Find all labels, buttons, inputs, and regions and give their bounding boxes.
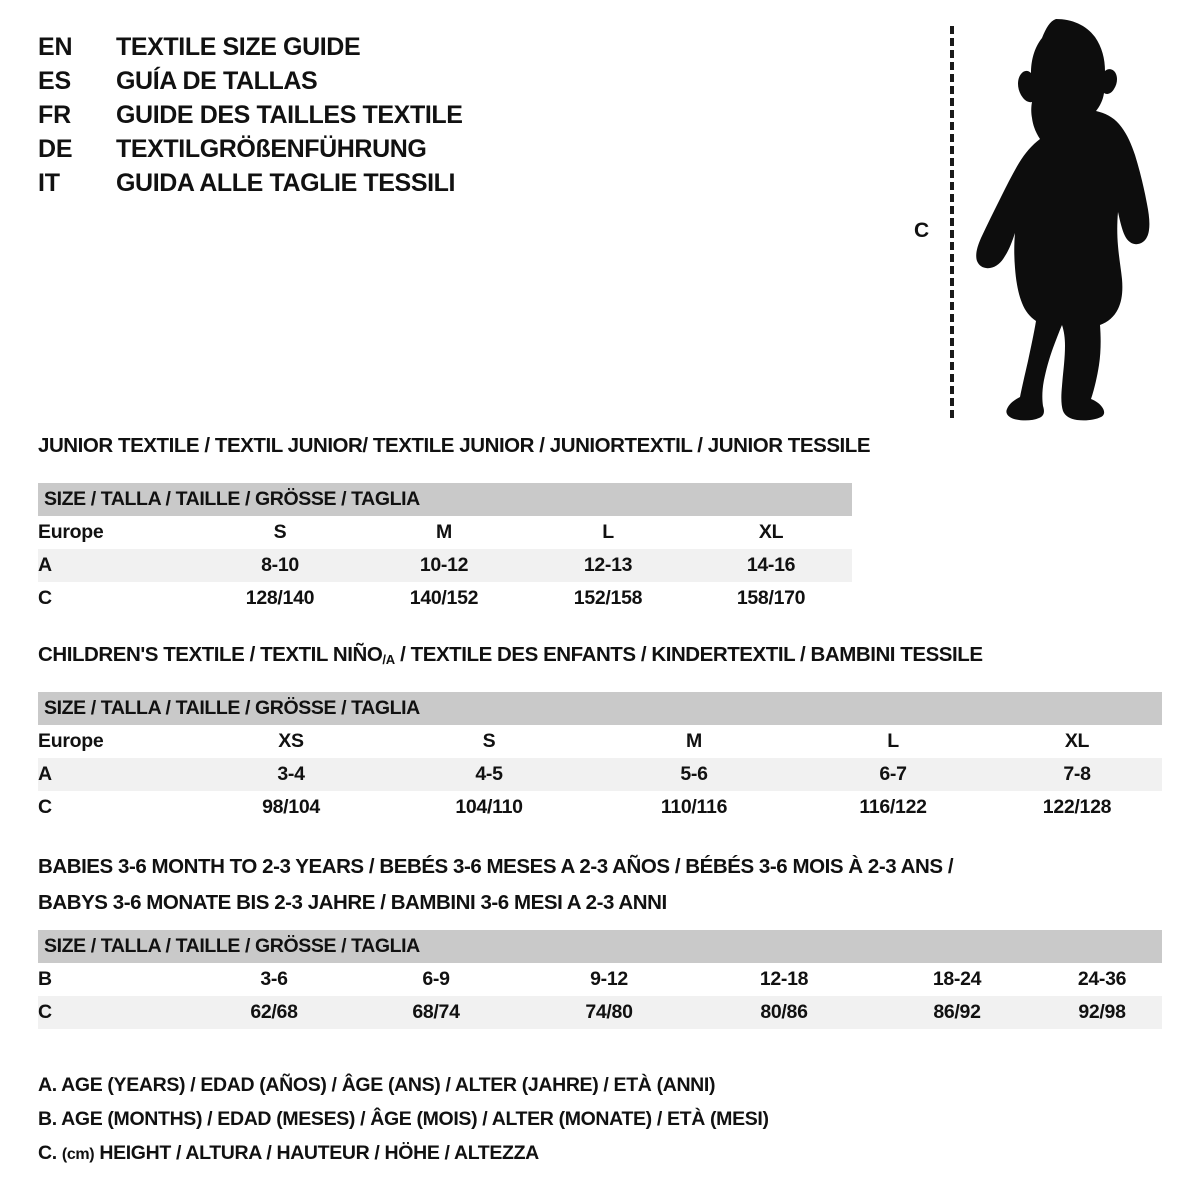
language-row-en: EN TEXTILE SIZE GUIDE	[38, 30, 558, 64]
table-row: B 3-6 6-9 9-12 12-18 18-24 24-36	[38, 963, 1163, 996]
table-band-row: SIZE / TALLA / TAILLE / GRÖSSE / TAGLIA	[38, 483, 853, 516]
legend-line-c-rest: HEIGHT / ALTURA / HAUTEUR / HÖHE / ALTEZ…	[94, 1142, 539, 1164]
table-row: A 3-4 4-5 5-6 6-7 7-8	[38, 758, 1162, 791]
language-title: TEXTILGRÖßENFÜHRUNG	[116, 135, 427, 163]
header-language-list: EN TEXTILE SIZE GUIDE ES GUÍA DE TALLAS …	[38, 30, 558, 200]
table-cell: S	[198, 516, 362, 549]
row-label: C	[38, 582, 198, 615]
language-code: EN	[38, 33, 73, 61]
table-cell: M	[362, 516, 526, 549]
legend-line-c: C. (cm) HEIGHT / ALTURA / HAUTEUR / HÖHE…	[38, 1136, 938, 1172]
row-label: Europe	[38, 725, 198, 758]
section-heading-babies-line1: BABIES 3-6 MONTH TO 2-3 YEARS / BEBÉS 3-…	[38, 855, 954, 878]
row-label: C	[38, 996, 198, 1029]
table-cell: 110/116	[594, 791, 794, 824]
language-code: DE	[38, 135, 73, 163]
table-cell: 80/86	[696, 996, 872, 1029]
row-label: A	[38, 758, 198, 791]
table-cell: 140/152	[362, 582, 526, 615]
table-cell: M	[594, 725, 794, 758]
table-cell: 68/74	[350, 996, 522, 1029]
table-cell: 152/158	[526, 582, 690, 615]
section-heading-children-sup: /A	[382, 651, 395, 667]
table-row: Europe S M L XL	[38, 516, 853, 549]
row-label: B	[38, 963, 198, 996]
table-cell: 116/122	[794, 791, 992, 824]
legend-line-a: A. AGE (YEARS) / EDAD (AÑOS) / ÂGE (ANS)…	[38, 1074, 716, 1096]
table-cell: 92/98	[1042, 996, 1163, 1029]
table-band-row: SIZE / TALLA / TAILLE / GRÖSSE / TAGLIA	[38, 930, 1163, 963]
table-cell: 3-4	[198, 758, 384, 791]
table-cell: 4-5	[384, 758, 594, 791]
table-babies-textile: SIZE / TALLA / TAILLE / GRÖSSE / TAGLIA …	[38, 930, 1163, 1029]
section-heading-babies-line2: BABYS 3-6 MONATE BIS 2-3 JAHRE / BAMBINI…	[38, 891, 667, 914]
table-cell: 12-18	[696, 963, 872, 996]
section-heading-children: CHILDREN'S TEXTILE / TEXTIL NIÑO/A / TEX…	[38, 641, 983, 674]
table-cell: 104/110	[384, 791, 594, 824]
table-cell: 24-36	[1042, 963, 1163, 996]
table-band-row: SIZE / TALLA / TAILLE / GRÖSSE / TAGLIA	[38, 692, 1162, 725]
toddler-silhouette-icon	[976, 19, 1150, 421]
table-cell: XL	[690, 516, 853, 549]
table-children-textile: SIZE / TALLA / TAILLE / GRÖSSE / TAGLIA …	[38, 692, 1162, 824]
language-row-it: IT GUIDA ALLE TAGLIE TESSILI	[38, 166, 558, 200]
table-cell: 128/140	[198, 582, 362, 615]
language-title: GUÍA DE TALLAS	[116, 67, 318, 95]
table-row: Europe XS S M L XL	[38, 725, 1162, 758]
height-measurement-figure: C	[900, 8, 1160, 428]
language-title: GUIDE DES TAILLES TEXTILE	[116, 101, 463, 129]
table-cell: 98/104	[198, 791, 384, 824]
language-title: TEXTILE SIZE GUIDE	[116, 33, 361, 61]
table-cell: 10-12	[362, 549, 526, 582]
row-label: A	[38, 549, 198, 582]
section-heading-junior: JUNIOR TEXTILE / TEXTIL JUNIOR/ TEXTILE …	[38, 434, 871, 457]
legend-line-c-prefix: C.	[38, 1142, 62, 1164]
row-label: C	[38, 791, 198, 824]
table-cell: 62/68	[198, 996, 350, 1029]
section-heading-children-post: / TEXTILE DES ENFANTS / KINDERTEXTIL / B…	[394, 643, 983, 666]
table-cell: 122/128	[992, 791, 1162, 824]
table-cell: 14-16	[690, 549, 853, 582]
language-code: IT	[38, 169, 60, 197]
table-cell: 8-10	[198, 549, 362, 582]
table-row: A 8-10 10-12 12-13 14-16	[38, 549, 853, 582]
table-cell: 12-13	[526, 549, 690, 582]
table-cell: 18-24	[872, 963, 1042, 996]
table-cell: L	[526, 516, 690, 549]
table-band-label: SIZE / TALLA / TAILLE / GRÖSSE / TAGLIA	[38, 930, 1163, 963]
legend-line-b: B. AGE (MONTHS) / EDAD (MESES) / ÂGE (MO…	[38, 1108, 769, 1130]
table-cell: XS	[198, 725, 384, 758]
table-cell: 74/80	[522, 996, 696, 1029]
section-heading-children-pre: CHILDREN'S TEXTILE / TEXTIL NIÑO	[38, 643, 383, 666]
language-title: GUIDA ALLE TAGLIE TESSILI	[116, 169, 456, 197]
table-row: C 62/68 68/74 74/80 80/86 86/92 92/98	[38, 996, 1163, 1029]
table-cell: L	[794, 725, 992, 758]
table-cell: 9-12	[522, 963, 696, 996]
table-cell: 7-8	[992, 758, 1162, 791]
table-cell: 6-7	[794, 758, 992, 791]
table-cell: XL	[992, 725, 1162, 758]
table-row: C 98/104 104/110 110/116 116/122 122/128	[38, 791, 1162, 824]
height-dashed-line	[950, 26, 954, 418]
legend-line-c-unit: (cm)	[61, 1146, 95, 1163]
language-code: ES	[38, 67, 71, 95]
table-cell: S	[384, 725, 594, 758]
language-row-es: ES GUÍA DE TALLAS	[38, 64, 558, 98]
language-code: FR	[38, 101, 71, 129]
table-band-label: SIZE / TALLA / TAILLE / GRÖSSE / TAGLIA	[38, 692, 1162, 725]
table-cell: 3-6	[198, 963, 350, 996]
table-cell: 5-6	[594, 758, 794, 791]
table-cell: 6-9	[350, 963, 522, 996]
language-row-fr: FR GUIDE DES TAILLES TEXTILE	[38, 98, 558, 132]
table-cell: 158/170	[690, 582, 853, 615]
table-band-label: SIZE / TALLA / TAILLE / GRÖSSE / TAGLIA	[38, 483, 853, 516]
height-marker-label: C	[914, 219, 930, 242]
table-junior-textile: SIZE / TALLA / TAILLE / GRÖSSE / TAGLIA …	[38, 483, 853, 615]
table-row: C 128/140 140/152 152/158 158/170	[38, 582, 853, 615]
legend-block: A. AGE (YEARS) / EDAD (AÑOS) / ÂGE (ANS)…	[38, 1068, 938, 1172]
row-label: Europe	[38, 516, 198, 549]
language-row-de: DE TEXTILGRÖßENFÜHRUNG	[38, 132, 558, 166]
table-cell: 86/92	[872, 996, 1042, 1029]
